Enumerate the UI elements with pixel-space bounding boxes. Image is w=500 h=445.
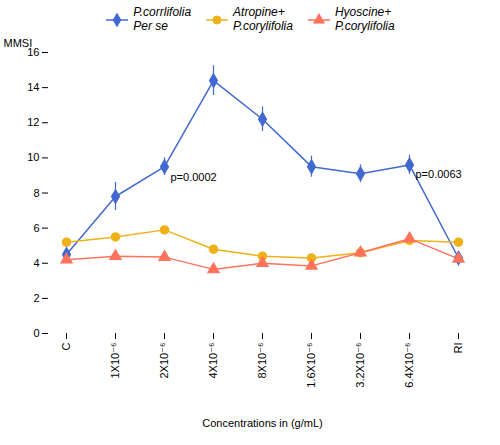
svg-text:4X10⁻⁶: 4X10⁻⁶ <box>207 342 219 378</box>
svg-text:14: 14 <box>27 81 39 93</box>
svg-text:8: 8 <box>33 186 39 198</box>
svg-text:4: 4 <box>33 256 39 268</box>
svg-text:6.4X10⁻⁶: 6.4X10⁻⁶ <box>403 342 415 387</box>
svg-text:p=0.0002: p=0.0002 <box>171 170 217 182</box>
svg-text:MMSI: MMSI <box>4 37 33 49</box>
svg-text:RI: RI <box>452 342 464 353</box>
svg-text:10: 10 <box>27 151 39 163</box>
svg-text:Concentrations in (g/mL): Concentrations in (g/mL) <box>202 416 322 428</box>
svg-text:2: 2 <box>33 291 39 303</box>
svg-text:C: C <box>60 342 72 350</box>
svg-text:6: 6 <box>33 221 39 233</box>
svg-text:2X10⁻⁶: 2X10⁻⁶ <box>158 342 170 378</box>
svg-text:8X10⁻⁶: 8X10⁻⁶ <box>256 342 268 378</box>
svg-text:3.2X10⁻⁶: 3.2X10⁻⁶ <box>354 342 366 387</box>
svg-text:16: 16 <box>27 45 40 58</box>
svg-text:1X10⁻⁶: 1X10⁻⁶ <box>109 342 121 378</box>
svg-text:12: 12 <box>27 116 39 128</box>
svg-text:p=0.0063: p=0.0063 <box>416 168 462 180</box>
html-text:Hyoscine+ P.corylifolia: Hyoscine+ P.corylifolia <box>334 5 395 33</box>
svg-text:0: 0 <box>33 327 39 339</box>
svg-text:1.6X10⁻⁶: 1.6X10⁻⁶ <box>305 342 317 387</box>
html-text:P.corrlifolia Per se: P.corrlifolia Per se <box>133 5 192 33</box>
html-text:Atropine+ P.corylifolia: Atropine+ P.corylifolia <box>233 5 293 33</box>
